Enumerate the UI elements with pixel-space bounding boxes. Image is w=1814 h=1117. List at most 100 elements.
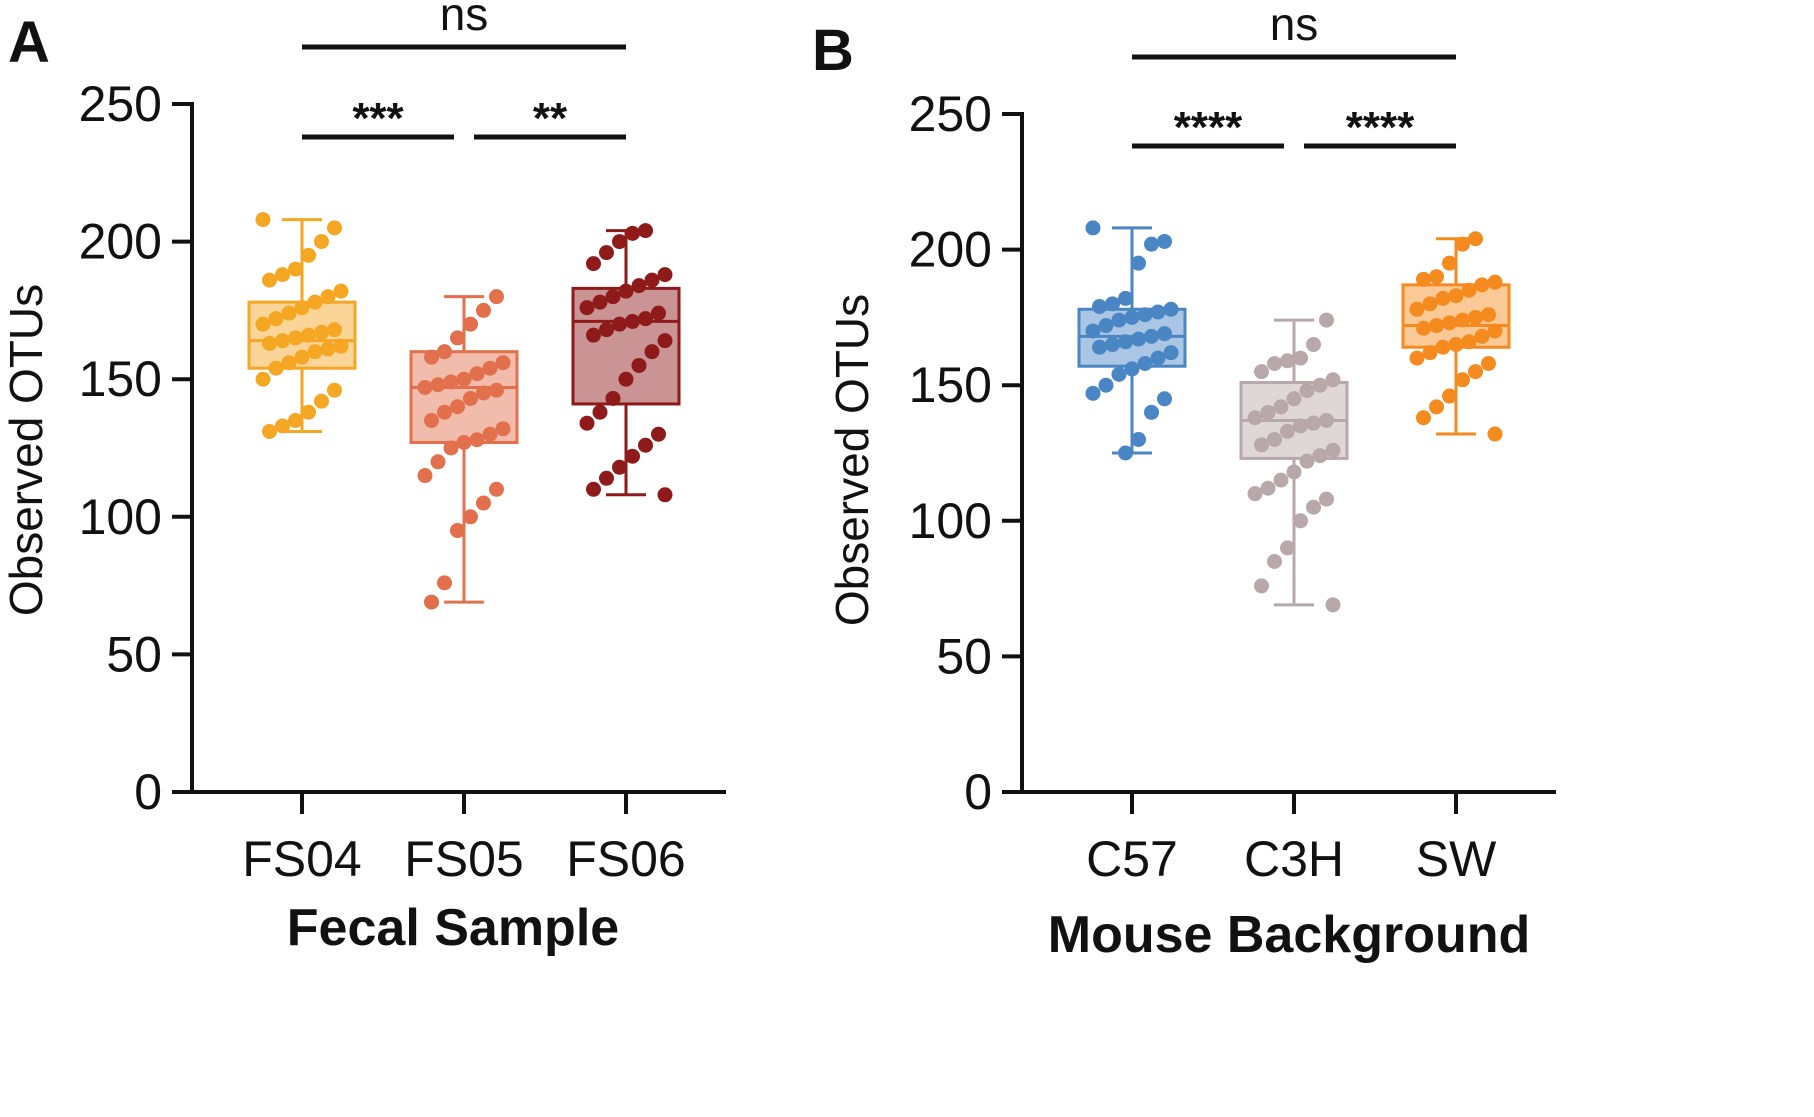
data-point [482, 426, 498, 442]
data-point [1247, 410, 1263, 426]
x-tick-label: FS06 [566, 831, 686, 887]
data-point [1273, 472, 1289, 488]
data-point [651, 426, 666, 442]
data-point [1247, 486, 1263, 502]
data-point [1163, 301, 1179, 317]
x-tick-label: FS05 [404, 831, 524, 887]
x-tick-label: C57 [1086, 831, 1178, 887]
box-group [1401, 231, 1511, 442]
y-tick-label: 100 [79, 489, 162, 545]
data-point [625, 448, 640, 464]
data-point [437, 404, 452, 420]
data-point [424, 349, 439, 365]
data-point [1487, 426, 1503, 442]
data-point [476, 302, 491, 318]
data-point [631, 357, 647, 373]
data-point [618, 371, 634, 387]
data-point [638, 311, 653, 327]
data-point [605, 390, 621, 406]
data-point [1124, 361, 1140, 377]
data-point [476, 495, 491, 511]
data-point [255, 212, 271, 228]
y-tick-label: 0 [964, 764, 992, 820]
data-point [625, 225, 640, 241]
data-point [1325, 372, 1341, 388]
data-point [1105, 337, 1120, 353]
data-point [301, 404, 316, 420]
data-point [1422, 296, 1438, 312]
box-group [409, 289, 519, 610]
data-point [1280, 353, 1295, 369]
data-point [1442, 315, 1457, 331]
data-point [586, 481, 601, 497]
y-tick-label: 100 [909, 493, 992, 549]
data-point [1286, 391, 1302, 407]
data-point [450, 399, 465, 415]
x-tick-label: SW [1416, 831, 1497, 887]
data-point [288, 261, 303, 277]
data-point [333, 283, 349, 299]
data-point [456, 434, 472, 450]
data-point [262, 272, 277, 288]
data-point [327, 382, 342, 398]
data-point [1254, 437, 1269, 453]
box-group [1077, 220, 1187, 461]
data-point [275, 418, 290, 434]
data-point [638, 437, 653, 453]
panel-b: B 0 50 100 150 200 250 C57 C3H SW Observed OTUs Mou… [812, 0, 1556, 964]
data-point [625, 313, 640, 329]
data-point [592, 294, 608, 310]
data-point [268, 311, 284, 327]
data-point [281, 355, 297, 371]
data-point [469, 432, 485, 448]
data-point [456, 371, 472, 387]
data-point [275, 333, 290, 349]
data-point [333, 338, 349, 354]
data-point [1319, 491, 1334, 507]
data-point [1455, 236, 1470, 252]
data-point [1448, 288, 1464, 304]
data-point [1293, 350, 1308, 366]
data-point [644, 272, 660, 288]
data-point [307, 294, 323, 310]
data-point [1150, 350, 1166, 366]
data-point [1092, 299, 1107, 315]
data-point [327, 322, 342, 338]
data-point [1468, 309, 1483, 325]
x-axis-label: Mouse Background [1048, 906, 1531, 964]
y-tick-label: 50 [936, 628, 992, 684]
data-point [1293, 418, 1308, 434]
data-point [1461, 334, 1477, 350]
data-point [1429, 318, 1444, 334]
data-point [1273, 399, 1289, 415]
panel-letter: B [812, 18, 854, 83]
data-point [320, 289, 336, 305]
data-point [612, 316, 627, 332]
y-tick-label: 0 [134, 764, 162, 820]
data-point [1306, 415, 1321, 431]
data-point [586, 256, 601, 272]
data-point [1416, 320, 1431, 336]
data-point [1254, 578, 1269, 594]
data-point [489, 382, 504, 398]
data-point [476, 385, 491, 401]
data-point [1319, 412, 1334, 428]
data-point [644, 344, 660, 360]
y-tick-label: 250 [79, 76, 162, 132]
data-point [288, 412, 303, 428]
data-point [1137, 356, 1153, 372]
data-point [1319, 312, 1334, 328]
data-point [1474, 328, 1490, 344]
data-point [294, 349, 310, 365]
data-point [463, 316, 478, 332]
data-point [1260, 404, 1276, 420]
data-point [1299, 453, 1315, 469]
data-point [1422, 345, 1438, 361]
significance-label: ns [440, 0, 489, 40]
data-point [1118, 290, 1133, 306]
data-point [599, 245, 614, 261]
data-point [1137, 307, 1153, 323]
data-point [1118, 334, 1133, 350]
data-point [1267, 431, 1282, 447]
